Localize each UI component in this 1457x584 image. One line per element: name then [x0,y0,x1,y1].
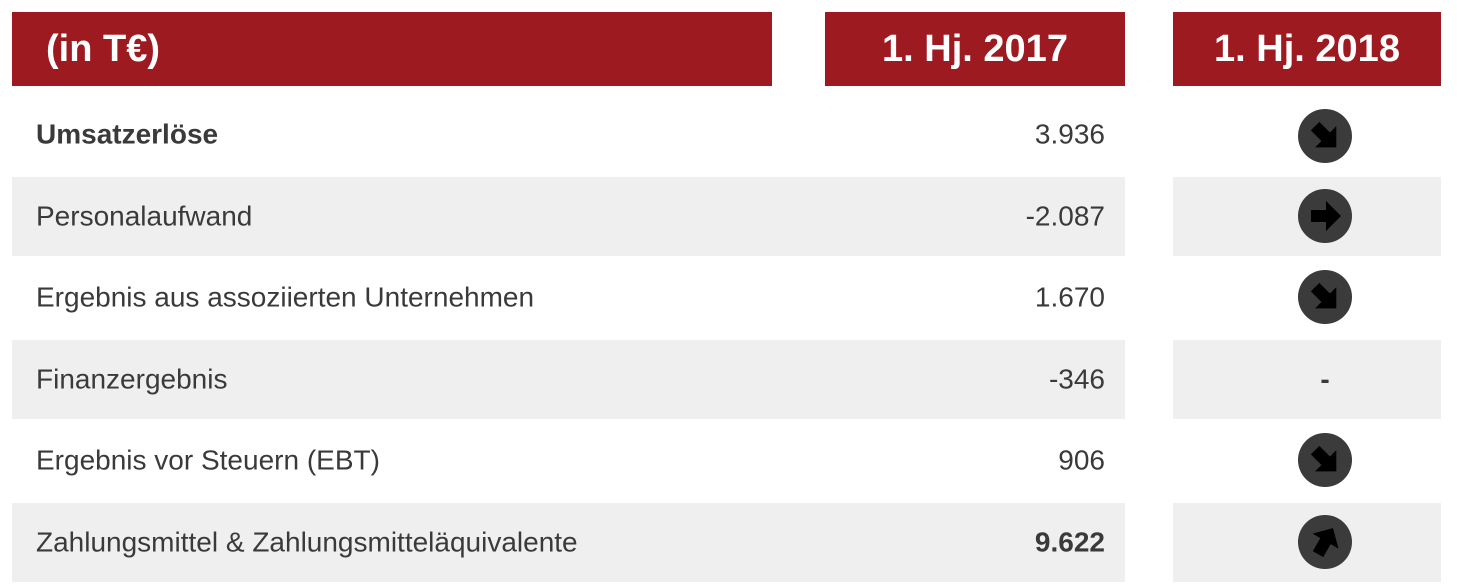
row-value: 1.670 [1035,281,1105,312]
row-label: Ergebnis aus assoziierten Unternehmen [36,281,534,312]
trend-icon [1298,433,1352,487]
row-value: 906 [1058,444,1105,475]
trend-text: - [1320,363,1329,394]
row-bg [1173,340,1441,419]
row-label: Umsatzerlöse [36,118,218,149]
header-cell [825,12,1125,86]
row-label: Finanzergebnis [36,363,227,394]
header-label: 1. Hj. 2018 [1214,28,1400,70]
row-bg [12,503,1125,582]
header-cell [1173,12,1441,86]
trend-icon [1298,189,1352,243]
header-label: 1. Hj. 2017 [882,28,1068,70]
header-cell [12,12,772,86]
row-label: Personalaufwand [36,200,252,231]
trend-icon [1298,109,1352,163]
trend-icon [1298,515,1352,569]
row-label: Ergebnis vor Steuern (EBT) [36,444,380,475]
row-value: 9.622 [1035,526,1105,557]
row-bg [12,340,1125,419]
row-value: -2.087 [1026,200,1105,231]
header-label: (in T€) [46,28,160,70]
trend-icon [1298,270,1352,324]
row-bg [12,177,1125,256]
row-value: 3.936 [1035,118,1105,149]
row-label: Zahlungsmittel & Zahlungsmitteläquivalen… [36,526,578,557]
row-value: -346 [1049,363,1105,394]
